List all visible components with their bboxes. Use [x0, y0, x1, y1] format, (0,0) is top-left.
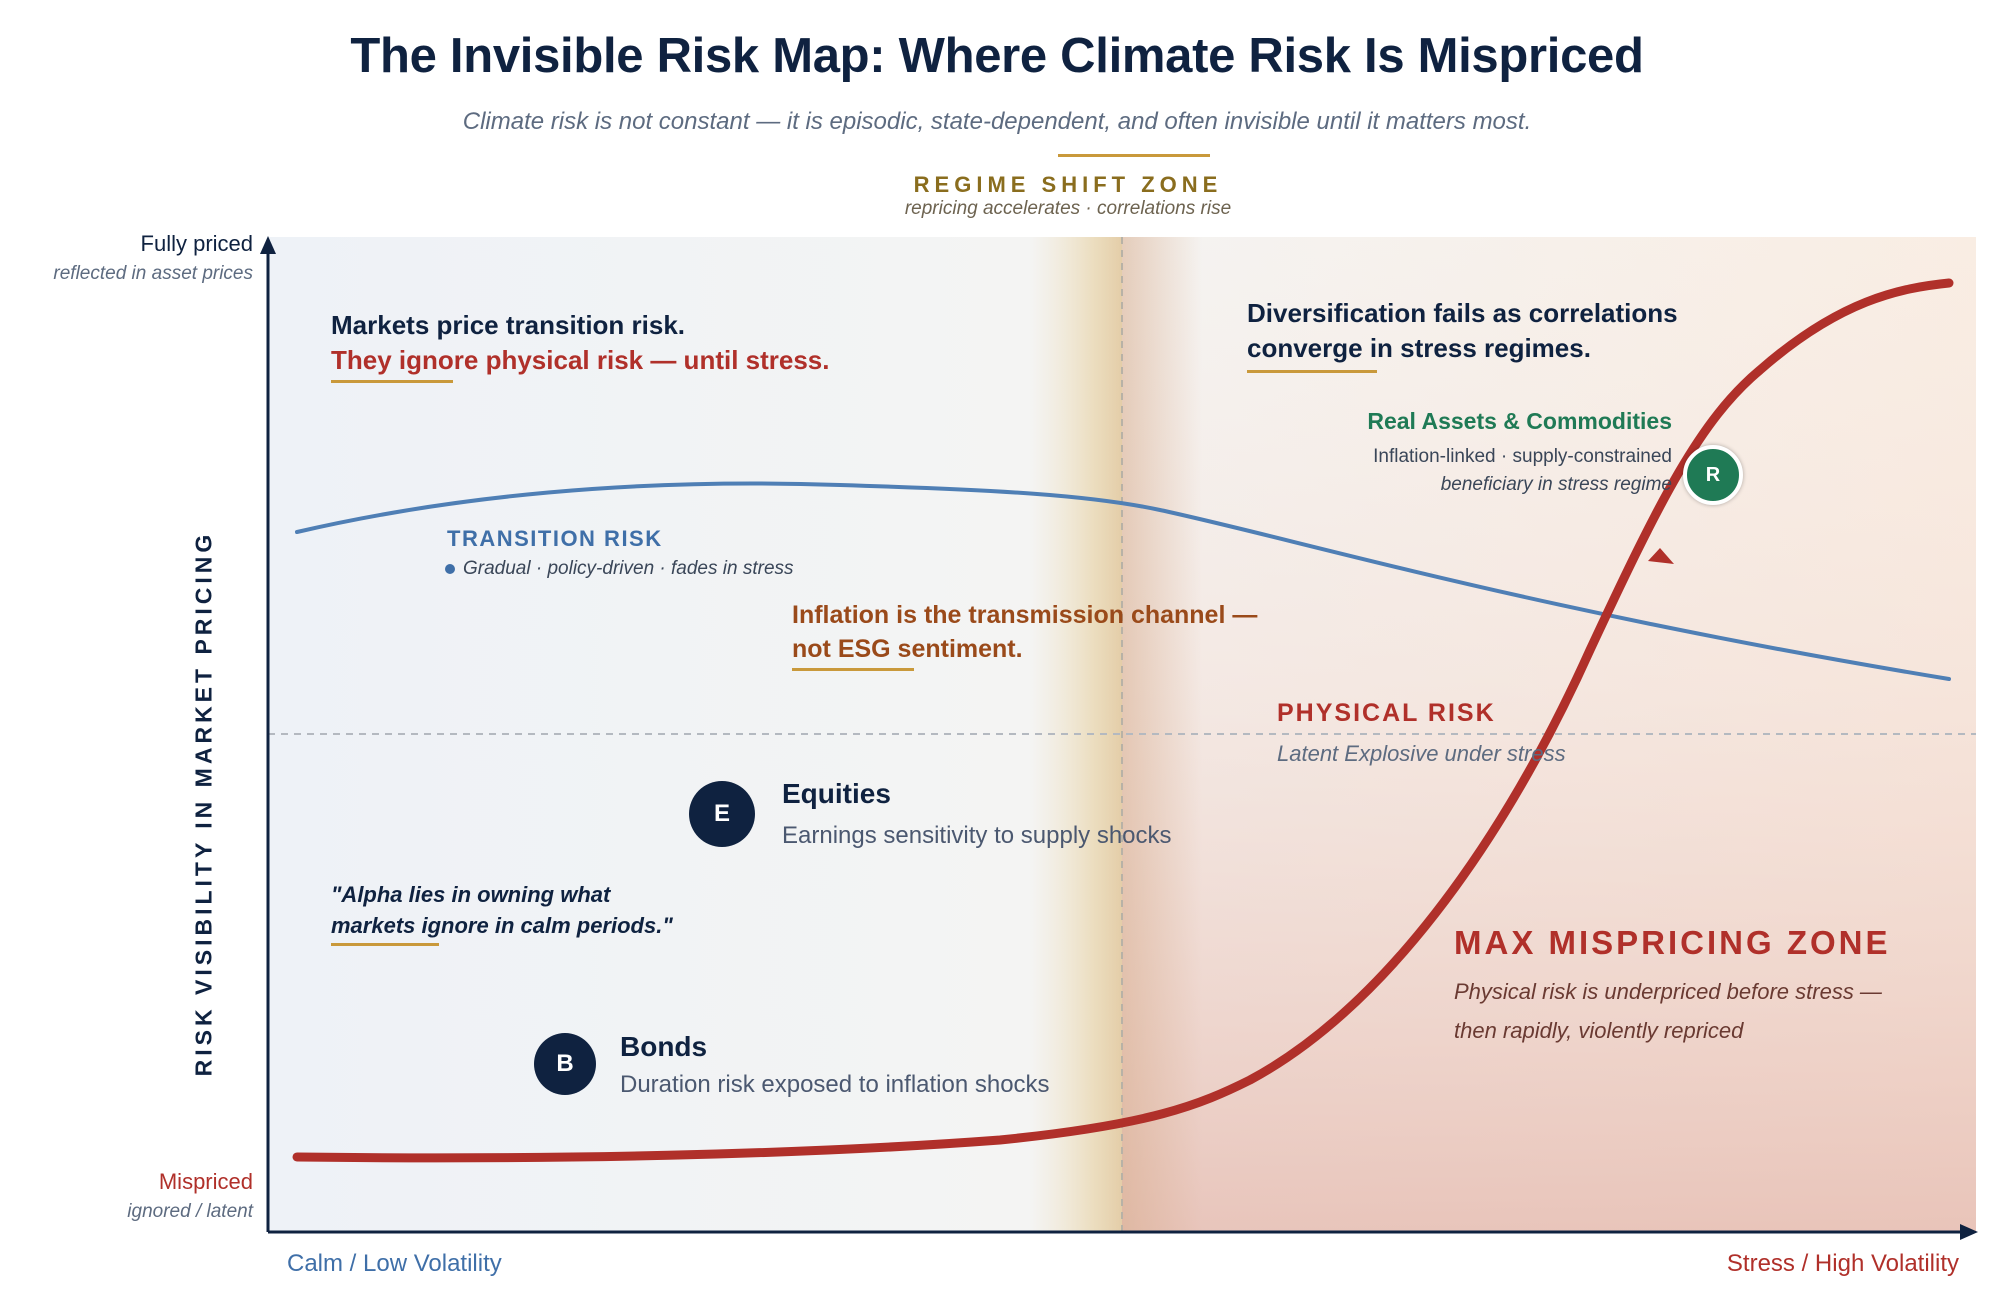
transition-risk-sub-text: Gradual · policy-driven · fades in stres…: [463, 558, 794, 579]
inflation-note-line2: not ESG sentiment.: [792, 635, 1023, 663]
physical-risk-subtitle: Latent Explosive under stress: [1277, 741, 1566, 766]
real-assets-title: Real Assets & Commodities: [1367, 408, 1672, 434]
diversification-note-underline: [1247, 370, 1377, 373]
alpha-quote-line2: markets ignore in calm periods.": [331, 913, 673, 938]
diversification-note-line2: converge in stress regimes.: [1247, 333, 1591, 363]
max-mispricing-subtitle: Physical risk is underpriced before stre…: [1454, 972, 1882, 1050]
max-mispricing-sub1: Physical risk is underpriced before stre…: [1454, 979, 1882, 1004]
markets-note-underline: [331, 380, 453, 383]
real-assets-subtitle: Inflation-linked · supply-constrained be…: [1373, 443, 1672, 499]
physical-risk-label: PHYSICAL RISK: [1277, 699, 1496, 727]
regime-shift-accent-line: [1058, 154, 1210, 157]
y-axis-top-sublabel: reflected in asset prices: [53, 263, 253, 284]
y-axis-bottom-label: Mispriced: [158, 1169, 253, 1194]
transition-risk-curve: [295, 481, 1951, 681]
regime-shift-subtitle: repricing accelerates · correlations ris…: [904, 198, 1232, 219]
markets-note-line2: They ignore physical risk — until stress…: [331, 345, 830, 375]
max-mispricing-sub2: then rapidly, violently repriced: [1454, 1018, 1744, 1043]
inflation-note: Inflation is the transmission channel — …: [792, 598, 1257, 666]
real-assets-sub2: beneficiary in stress regime: [1440, 474, 1672, 495]
markets-note-line1: Markets price transition risk.: [331, 310, 686, 340]
transition-risk-subtitle: Gradual · policy-driven · fades in stres…: [445, 558, 794, 580]
alpha-quote: "Alpha lies in owning what markets ignor…: [331, 879, 673, 941]
physical-risk-arrowhead: [1648, 548, 1674, 564]
bonds-description: Duration risk exposed to inflation shock…: [620, 1071, 1050, 1098]
x-axis-right-label: Stress / High Volatility: [1726, 1250, 1959, 1277]
real-assets-badge: R: [1683, 445, 1743, 505]
y-axis-arrow: [260, 236, 276, 254]
page-title: The Invisible Risk Map: Where Climate Ri…: [350, 29, 1644, 83]
page-subtitle: Climate risk is not constant — it is epi…: [462, 108, 1532, 135]
regime-shift-band-right: [1122, 237, 1202, 1232]
markets-note: Markets price transition risk. They igno…: [331, 308, 830, 378]
alpha-quote-line1: "Alpha lies in owning what: [331, 882, 611, 907]
y-axis-bottom-sublabel: ignored / latent: [127, 1201, 253, 1222]
physical-risk-curve: [292, 278, 1954, 1163]
equities-description: Earnings sensitivity to supply shocks: [782, 822, 1172, 849]
bonds-name: Bonds: [620, 1031, 708, 1062]
equities-name: Equities: [782, 778, 891, 809]
transition-risk-bullet-icon: [445, 563, 455, 574]
diversification-note-line1: Diversification fails as correlations: [1247, 298, 1678, 328]
diversification-note: Diversification fails as correlations co…: [1247, 296, 1678, 366]
x-axis-arrow: [1960, 1224, 1978, 1240]
max-mispricing-title: MAX MISPRICING ZONE: [1454, 924, 1891, 961]
real-assets-sub1: Inflation-linked · supply-constrained: [1373, 446, 1672, 467]
bonds-badge: B: [534, 1033, 596, 1095]
transition-risk-label: TRANSITION RISK: [447, 526, 663, 551]
x-axis-left-label: Calm / Low Volatility: [287, 1250, 502, 1277]
alpha-quote-underline: [331, 943, 439, 946]
y-axis-title: RISK VISIBILITY IN MARKET PRICING: [190, 530, 217, 1077]
regime-shift-label: REGIME SHIFT ZONE: [913, 172, 1223, 197]
inflation-note-line1: Inflation is the transmission channel —: [792, 601, 1258, 629]
inflation-note-underline: [792, 668, 914, 671]
equities-badge: E: [689, 781, 755, 847]
y-axis-top-label: Fully priced: [140, 231, 253, 256]
